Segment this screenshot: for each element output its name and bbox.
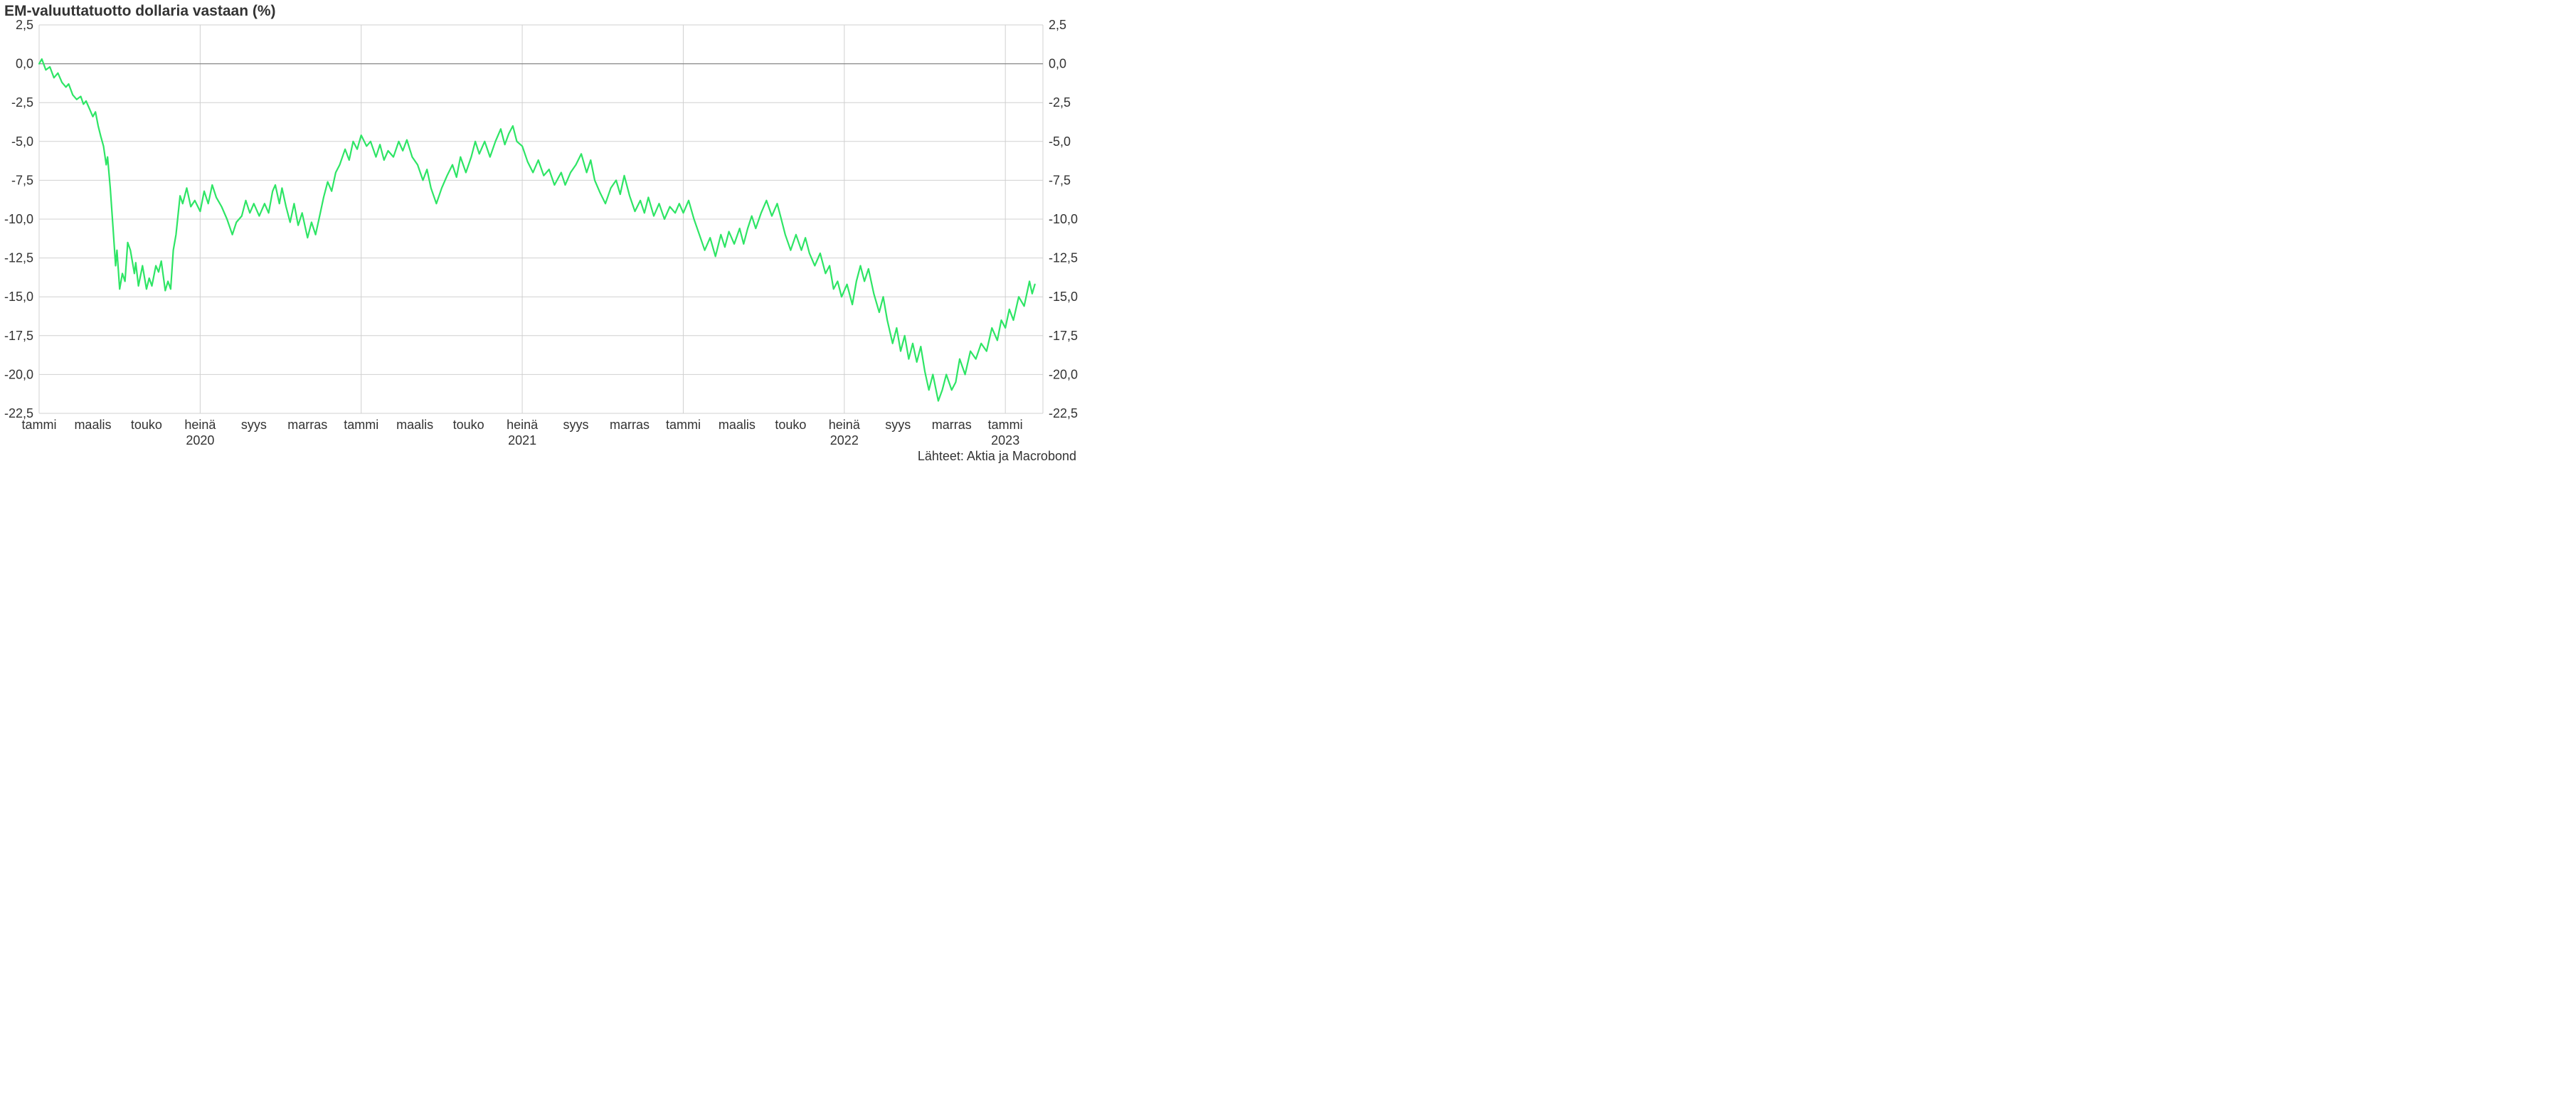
y-tick-label-right: -12,5 bbox=[1049, 251, 1078, 265]
y-tick-label-right: 2,5 bbox=[1049, 18, 1066, 32]
y-tick-label-right: 0,0 bbox=[1049, 57, 1066, 71]
y-tick-label-right: -17,5 bbox=[1049, 329, 1078, 343]
x-tick-label-month: syys bbox=[885, 418, 911, 432]
y-tick-label-right: -7,5 bbox=[1049, 173, 1071, 187]
y-tick-label-right: -5,0 bbox=[1049, 134, 1071, 149]
y-tick-label-left: -12,5 bbox=[4, 251, 33, 265]
y-tick-label-right: -20,0 bbox=[1049, 367, 1078, 381]
x-tick-label-month: maalis bbox=[74, 418, 111, 432]
y-tick-label-right: -15,0 bbox=[1049, 290, 1078, 304]
y-tick-label-left: 0,0 bbox=[16, 57, 33, 71]
y-tick-label-left: 2,5 bbox=[16, 18, 33, 32]
y-tick-label-left: -2,5 bbox=[11, 95, 33, 110]
x-tick-label-month: marras bbox=[610, 418, 650, 432]
x-tick-label-month: syys bbox=[563, 418, 589, 432]
x-tick-label-month: touko bbox=[453, 418, 484, 432]
chart-svg: 2,5 2,5 0,0 0,0 -2,5 -2,5 -5,0 -5,0 -7,5 -7,5 -10,… bbox=[0, 0, 1082, 467]
x-tick-label-month: maalis bbox=[719, 418, 756, 432]
series-line bbox=[39, 59, 1035, 401]
x-tick-label-month: marras bbox=[287, 418, 327, 432]
x-tick-label-month: tammi bbox=[344, 418, 378, 432]
x-tick-label-month: tammi bbox=[988, 418, 1023, 432]
chart-source: Lähteet: Aktia ja Macrobond bbox=[918, 449, 1076, 464]
x-tick-label-month: touko bbox=[775, 418, 806, 432]
x-tick-label-month: heinä bbox=[507, 418, 539, 432]
y-tick-label-left: -17,5 bbox=[4, 329, 33, 343]
y-tick-label-left: -7,5 bbox=[11, 173, 33, 187]
x-tick-label-month: heinä bbox=[184, 418, 216, 432]
x-tick-label-year: 2023 bbox=[991, 433, 1019, 447]
x-tick-label-month: tammi bbox=[22, 418, 57, 432]
x-tick-label-year: 2022 bbox=[830, 433, 859, 447]
x-tick-label-year: 2020 bbox=[186, 433, 214, 447]
y-tick-label-left: -5,0 bbox=[11, 134, 33, 149]
y-tick-label-left: -20,0 bbox=[4, 367, 33, 381]
y-tick-label-right: -2,5 bbox=[1049, 95, 1071, 110]
chart-title: EM-valuuttatuotto dollaria vastaan (%) bbox=[4, 3, 276, 20]
x-tick-label-month: maalis bbox=[396, 418, 433, 432]
x-tick-label-month: heinä bbox=[829, 418, 861, 432]
x-tick-label-month: tammi bbox=[666, 418, 701, 432]
x-tick-label-month: syys bbox=[241, 418, 267, 432]
x-tick-label-month: marras bbox=[932, 418, 972, 432]
y-tick-label-right: -22,5 bbox=[1049, 406, 1078, 420]
y-tick-label-left: -10,0 bbox=[4, 212, 33, 226]
y-tick-label-left: -15,0 bbox=[4, 290, 33, 304]
chart-container: EM-valuuttatuotto dollaria vastaan (%) 2… bbox=[0, 0, 1082, 467]
x-tick-label-year: 2021 bbox=[508, 433, 536, 447]
x-tick-label-month: touko bbox=[131, 418, 162, 432]
y-tick-label-right: -10,0 bbox=[1049, 212, 1078, 226]
